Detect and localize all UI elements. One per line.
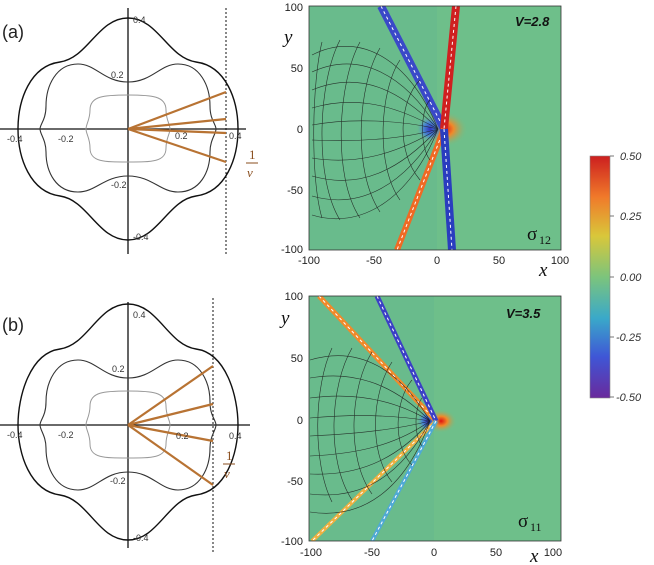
svg-text:100: 100 <box>285 291 303 303</box>
field-a-frame <box>308 5 562 251</box>
field-a-wavefronts <box>311 39 439 221</box>
polar-a-rays <box>127 90 227 164</box>
stress-field-a: V=2.8 σ 12 y x 100 50 0 -50 -100 -100 -5… <box>281 2 569 281</box>
svg-text:50: 50 <box>291 63 303 75</box>
polar-plot-a: (a) 0.4 0.2 -0.2 -0.4 -0.4 -0.2 0.2 0.4 … <box>0 8 258 254</box>
svg-text:50: 50 <box>291 353 303 365</box>
svg-text:-100: -100 <box>298 255 320 267</box>
field-a-stress-index: 12 <box>539 233 551 247</box>
svg-text:-100: -100 <box>300 547 322 559</box>
field-b-y-label: y <box>279 308 290 329</box>
panel-label-a: (a) <box>2 22 24 42</box>
polar-a-xtick-1: -0.4 <box>7 134 23 144</box>
polar-a-inv-v-num: 1 <box>249 147 256 162</box>
svg-text:-50: -50 <box>366 255 382 267</box>
svg-text:0: 0 <box>297 124 303 136</box>
polar-b-inv-v-den: v <box>224 466 230 481</box>
polar-a-middle-curve <box>39 63 217 193</box>
colorbar-tick-3: 0.00 <box>620 272 642 284</box>
field-b-mach-lines <box>310 296 439 541</box>
svg-text:100: 100 <box>544 547 562 559</box>
field-a-x-label: x <box>538 260 548 281</box>
svg-text:50: 50 <box>493 255 505 267</box>
field-a-stress-symbol: σ <box>527 224 537 245</box>
polar-b-ytick-2: 0.2 <box>112 364 125 374</box>
polar-plot-b: (b) 0.4 0.2 -0.2 -0.4 -0.4 -0.2 0.2 0.4 … <box>0 298 250 552</box>
field-a-title: V=2.8 <box>515 14 550 29</box>
polar-a-ytick-1: 0.4 <box>133 15 146 25</box>
polar-a-xtick-4: 0.4 <box>229 131 242 141</box>
field-b-x-ticks: -100 -50 0 50 100 <box>300 547 562 559</box>
polar-a-inner-curve <box>85 94 171 163</box>
polar-a-ytick-2: 0.2 <box>111 70 124 80</box>
polar-b-ytick-4: -0.4 <box>133 533 149 543</box>
field-a-mach-lines <box>377 6 460 250</box>
polar-b-inv-v-num: 1 <box>226 448 233 463</box>
svg-text:50: 50 <box>490 547 502 559</box>
polar-b-xtick-3: 0.2 <box>176 431 189 441</box>
svg-text:-50: -50 <box>287 185 303 197</box>
field-b-title: V=3.5 <box>506 306 541 321</box>
polar-b-ytick-3: -0.2 <box>110 476 126 486</box>
field-b-x-label: x <box>529 546 539 565</box>
colorbar-tick-4: -0.25 <box>616 332 642 344</box>
polar-b-inner-curve <box>85 390 171 459</box>
stress-field-b: V=3.5 σ 11 y x 100 50 0 -50 -100 -100 -5… <box>279 291 562 565</box>
colorbar: 0.50 0.25 0.00 -0.25 -0.50 <box>589 151 642 404</box>
colorbar-gradient <box>589 155 611 399</box>
svg-text:-100: -100 <box>281 536 303 548</box>
svg-text:-50: -50 <box>364 547 380 559</box>
polar-b-ytick-1: 0.4 <box>133 310 146 320</box>
field-a-y-ticks: 100 50 0 -50 -100 <box>281 2 303 256</box>
polar-b-rays <box>127 365 214 486</box>
colorbar-ticks <box>610 155 614 398</box>
svg-text:0: 0 <box>434 255 440 267</box>
svg-text:-100: -100 <box>281 244 303 256</box>
svg-text:0: 0 <box>431 547 437 559</box>
svg-text:0: 0 <box>297 415 303 427</box>
panel-label-b: (b) <box>2 315 24 335</box>
polar-b-middle-curve <box>39 359 217 491</box>
polar-b-outer-curve <box>17 303 239 541</box>
polar-a-ytick-3: -0.2 <box>111 180 127 190</box>
field-b-stress-symbol: σ <box>518 511 528 532</box>
svg-text:100: 100 <box>551 255 569 267</box>
colorbar-tick-1: 0.50 <box>620 151 642 163</box>
polar-a-xtick-3: 0.2 <box>175 131 188 141</box>
field-b-wavefronts <box>309 347 431 514</box>
colorbar-tick-5: -0.50 <box>616 392 642 404</box>
field-a-y-label: y <box>282 27 293 48</box>
polar-b-xtick-2: -0.2 <box>58 430 74 440</box>
polar-a-ytick-4: -0.4 <box>133 232 149 242</box>
colorbar-tick-2: 0.25 <box>620 211 642 223</box>
polar-a-inv-v-den: v <box>247 165 253 180</box>
field-b-stress-index: 11 <box>530 520 542 534</box>
polar-a-xtick-2: -0.2 <box>58 134 74 144</box>
field-b-y-ticks: 100 50 0 -50 -100 <box>281 291 303 548</box>
svg-text:-50: -50 <box>287 476 303 488</box>
field-b-frame <box>308 295 562 542</box>
polar-a-outer-curve <box>17 17 239 241</box>
polar-b-xtick-1: -0.4 <box>7 430 23 440</box>
polar-b-xtick-4: 0.4 <box>229 431 242 441</box>
svg-text:100: 100 <box>285 2 303 14</box>
field-a-x-ticks: -100 -50 0 50 100 <box>298 255 569 267</box>
